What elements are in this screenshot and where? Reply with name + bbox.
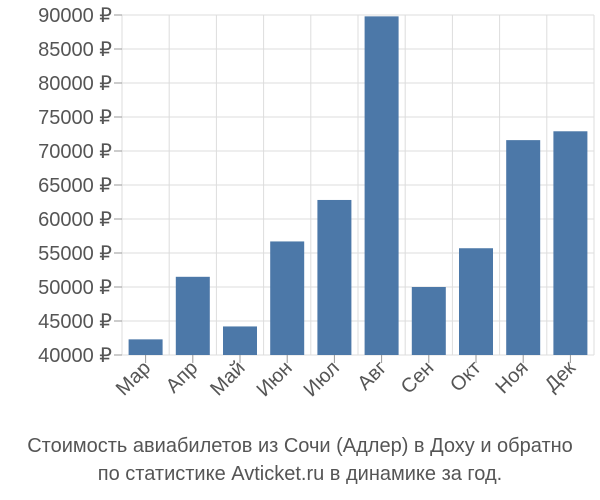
x-tick-label: Апр <box>162 357 203 398</box>
y-tick-label: 65000 ₽ <box>38 175 112 197</box>
y-tick-label: 90000 ₽ <box>38 5 112 27</box>
x-axis-labels: Мар Апр Май Июн Июл Авг Сен Окт Ноя Дек <box>112 357 580 401</box>
bars <box>128 16 588 356</box>
x-tick-label: Ноя <box>491 357 532 398</box>
chart-caption-line-2: по статистике Avticket.ru в динамике за … <box>97 463 503 485</box>
x-tick-label: Июн <box>253 357 297 401</box>
y-tick-label: 75000 ₽ <box>38 107 112 129</box>
y-tick-label: 85000 ₽ <box>38 39 112 61</box>
bar-3 <box>223 326 257 355</box>
bar-10 <box>553 131 588 355</box>
x-tick-label: Сен <box>397 357 438 398</box>
bar-2 <box>175 276 210 355</box>
bar-9 <box>506 140 541 355</box>
bar-5 <box>317 199 352 355</box>
y-tick-label: 60000 ₽ <box>38 209 112 231</box>
bar-4 <box>270 241 305 355</box>
y-axis-labels: 40000 ₽ 45000 ₽ 50000 ₽ 55000 ₽ 60000 ₽ 65000… <box>38 5 112 367</box>
x-tick-label: Мар <box>112 357 155 400</box>
y-tick-label: 50000 ₽ <box>38 277 112 299</box>
chart-caption-line-1: Стоимость авиабилетов из Сочи (Адлер) в … <box>27 435 573 457</box>
bar-chart: 40000 ₽ 45000 ₽ 50000 ₽ 55000 ₽ 60000 ₽ 65000… <box>38 5 595 401</box>
y-tick-label: 70000 ₽ <box>38 141 112 163</box>
x-tick-label: Май <box>206 357 249 400</box>
bar-7 <box>411 287 446 355</box>
bar-6 <box>364 16 399 356</box>
y-tick-label: 55000 ₽ <box>38 243 112 265</box>
bar-8 <box>459 248 493 355</box>
y-tick-label: 45000 ₽ <box>38 311 112 333</box>
bar-1 <box>128 339 163 355</box>
x-tick-label: Авг <box>353 357 391 395</box>
x-tick-label: Окт <box>446 357 485 396</box>
x-tick-label: Июл <box>300 357 344 401</box>
x-tick-label: Дек <box>541 357 580 396</box>
y-axis-ticks <box>114 14 571 363</box>
y-tick-label: 40000 ₽ <box>38 345 112 367</box>
y-tick-label: 80000 ₽ <box>38 73 112 95</box>
grid-lines <box>121 14 595 356</box>
